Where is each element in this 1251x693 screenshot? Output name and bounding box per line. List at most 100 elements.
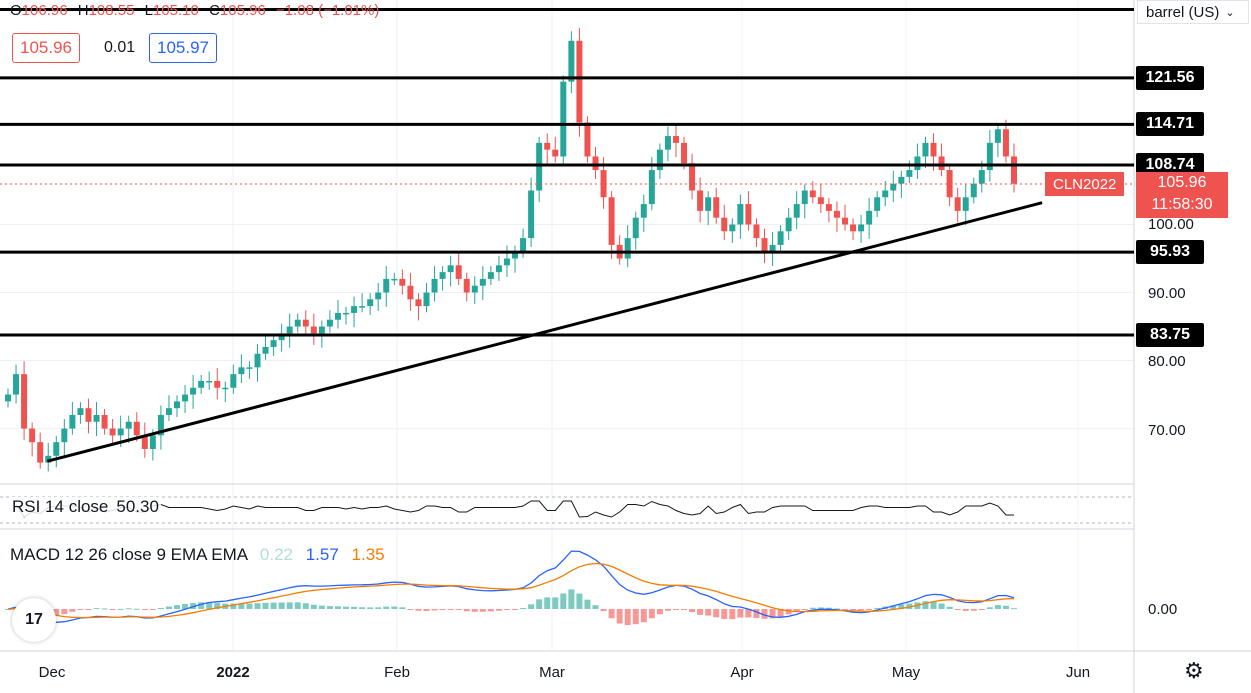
macd-histogram-bar xyxy=(278,602,285,609)
macd-histogram-bar xyxy=(833,608,840,610)
macd-histogram-bar xyxy=(109,609,116,610)
macd-histogram-bar xyxy=(53,609,60,616)
candle-body xyxy=(769,244,776,252)
macd-histogram-bar xyxy=(898,604,905,609)
close-value: 105.96 xyxy=(219,2,266,19)
macd-histogram-bar xyxy=(536,599,543,609)
macd-histogram-bar xyxy=(206,602,213,609)
level-price-label: 95.93 xyxy=(1136,240,1204,265)
macd-histogram-bar xyxy=(962,609,969,611)
candle-body xyxy=(833,210,840,218)
macd-histogram-bar xyxy=(769,609,776,619)
candle-body xyxy=(133,421,140,436)
macd-label: MACD 12 26 close 9 EMA EMA xyxy=(10,545,248,564)
rsi-line xyxy=(15,500,1014,518)
candle-body xyxy=(721,217,728,232)
candle-body xyxy=(310,326,317,334)
macd-histogram-bar xyxy=(310,604,317,609)
candle-body xyxy=(463,278,470,293)
candle-body xyxy=(238,367,245,375)
macd-histogram-bar xyxy=(681,609,688,610)
candle-body xyxy=(809,190,816,198)
close-label: C xyxy=(209,2,220,19)
macd-histogram-bar xyxy=(391,606,398,609)
macd-histogram-bar xyxy=(761,609,768,619)
candle-body xyxy=(584,122,591,157)
macd-histogram-bar xyxy=(592,605,599,609)
candle-body xyxy=(53,442,60,456)
open-value: 106.96 xyxy=(21,2,68,19)
macd-histogram-bar xyxy=(214,602,221,609)
gear-icon[interactable]: ⚙ xyxy=(1184,658,1204,683)
candle-body xyxy=(793,204,800,218)
candle-body xyxy=(970,183,977,198)
macd-histogram-bar xyxy=(841,609,848,610)
candle-body xyxy=(487,272,494,279)
tradingview-logo-icon[interactable]: 17 xyxy=(12,598,56,642)
sell-price-button[interactable]: 105.96 xyxy=(12,33,80,63)
macd-histogram-bar xyxy=(817,607,824,609)
macd-histogram-bar xyxy=(351,606,358,609)
macd-histogram-bar xyxy=(737,609,744,618)
candle-body xyxy=(125,421,132,429)
candle-body xyxy=(206,380,213,383)
candle-body xyxy=(101,414,108,429)
macd-histogram-bar xyxy=(479,609,486,612)
candle-body xyxy=(455,265,462,279)
macd-histogram-bar xyxy=(149,609,156,610)
candle-body xyxy=(190,387,197,395)
chevron-down-icon: ⌄ xyxy=(1225,6,1235,19)
macd-histogram-bar xyxy=(689,609,696,613)
candle-body xyxy=(560,81,567,157)
open-label: O xyxy=(10,2,22,19)
candle-body xyxy=(753,224,760,239)
candle-body xyxy=(512,251,519,259)
rsi-value: 50.30 xyxy=(116,497,159,516)
candle-body xyxy=(1011,156,1017,184)
price-tick: 80.00 xyxy=(1148,353,1186,370)
macd-histogram-bar xyxy=(713,609,720,618)
candle-body xyxy=(447,265,454,273)
ohlc-legend: O106.96 H108.55 L105.10 C105.96 −1.08 (−… xyxy=(10,2,385,19)
candle-body xyxy=(866,210,873,225)
macd-histogram-bar xyxy=(785,609,792,615)
level-price-label: 121.56 xyxy=(1136,65,1204,90)
candle-body xyxy=(85,408,92,422)
macd-histogram-bar xyxy=(157,607,164,609)
macd-histogram-bar xyxy=(801,609,808,610)
macd-histogram-bar xyxy=(922,601,929,609)
macd-histogram-bar xyxy=(576,593,583,609)
macd-histogram-bar xyxy=(632,609,639,625)
candle-body xyxy=(375,292,382,300)
macd-histogram-bar xyxy=(624,609,631,626)
unit-dropdown[interactable]: barrel (US) ⌄ xyxy=(1137,0,1249,24)
candle-body xyxy=(431,278,438,293)
candle-body xyxy=(45,455,52,463)
macd-histogram-bar xyxy=(930,601,937,609)
buy-price-button[interactable]: 105.97 xyxy=(149,33,217,63)
candle-body xyxy=(528,190,535,239)
macd-histogram-bar xyxy=(117,608,124,610)
candle-body xyxy=(343,312,350,315)
candle-body xyxy=(415,299,422,307)
macd-histogram-bar xyxy=(230,603,237,609)
candle-body xyxy=(182,394,189,402)
macd-histogram-bar xyxy=(125,608,132,610)
macd-histogram-bar xyxy=(568,589,575,609)
candle-body xyxy=(93,414,100,422)
macd-histogram-bar xyxy=(512,609,519,610)
macd-histogram-bar xyxy=(616,609,623,624)
candle-body xyxy=(198,380,205,388)
candle-body xyxy=(359,306,366,308)
macd-histogram-bar xyxy=(286,602,293,609)
high-label: H xyxy=(77,2,89,19)
price-tick: 100.00 xyxy=(1148,216,1194,233)
bar-countdown: 11:58:30 xyxy=(1151,196,1213,213)
candle-body xyxy=(5,394,11,402)
macd-histogram-bar xyxy=(5,609,11,610)
macd-histogram-bar xyxy=(528,604,535,609)
macd-histogram-bar xyxy=(383,606,390,609)
time-tick: May xyxy=(891,664,921,681)
support-trendline xyxy=(46,201,1043,463)
